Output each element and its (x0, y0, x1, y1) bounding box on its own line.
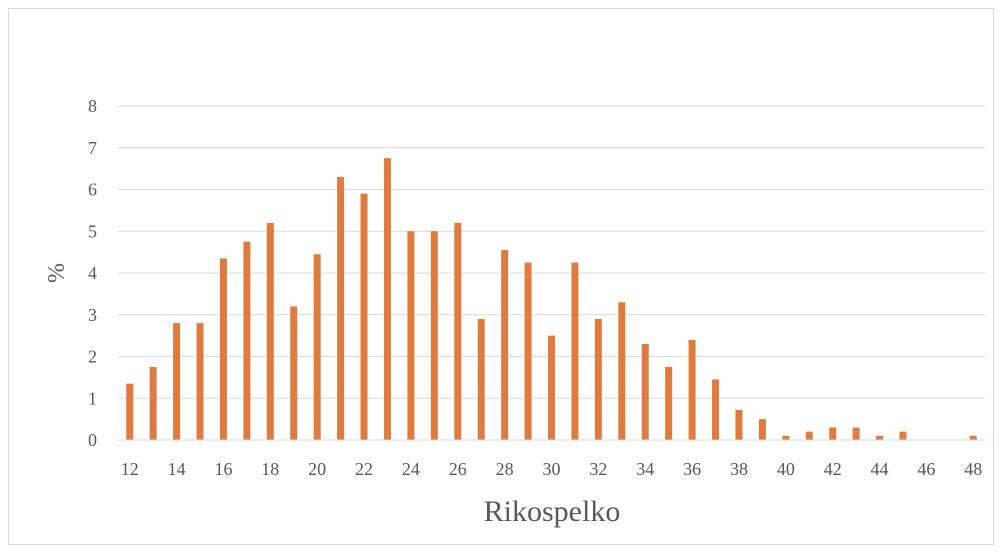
bar (501, 250, 508, 440)
x-tick-label: 42 (824, 459, 842, 479)
bar (220, 258, 227, 440)
x-axis-ticks: 12 14 16 18 20 22 24 26 28 30 32 34 36 38 40 42 44 46 48 (121, 459, 983, 479)
bar (478, 319, 485, 440)
bar (267, 223, 274, 440)
x-tick-label: 32 (589, 459, 607, 479)
bar (454, 223, 461, 440)
bar (712, 379, 719, 440)
y-tick-label: 8 (88, 96, 97, 116)
y-tick-label: 2 (88, 347, 97, 367)
bar (735, 410, 742, 440)
bar (337, 177, 344, 440)
y-tick-label: 1 (88, 388, 97, 408)
x-tick-label: 18 (261, 459, 279, 479)
bar (970, 436, 977, 440)
x-tick-label: 24 (402, 459, 420, 479)
x-tick-label: 14 (168, 459, 186, 479)
y-tick-label: 6 (88, 180, 97, 200)
bar (126, 384, 133, 440)
y-tick-label: 5 (88, 221, 97, 241)
x-tick-label: 20 (308, 459, 326, 479)
bars (126, 158, 977, 440)
bar (782, 436, 789, 440)
x-tick-label: 44 (871, 459, 889, 479)
x-tick-label: 26 (449, 459, 467, 479)
bar (595, 319, 602, 440)
bar (665, 367, 672, 440)
x-tick-label: 16 (214, 459, 232, 479)
x-tick-label: 22 (355, 459, 373, 479)
bar (853, 427, 860, 440)
bar (548, 336, 555, 440)
bar (384, 158, 391, 440)
bar (689, 340, 696, 440)
bar (173, 323, 180, 440)
bar (243, 242, 250, 440)
bar (876, 436, 883, 440)
x-tick-label: 34 (636, 459, 654, 479)
bar (806, 432, 813, 440)
x-tick-label: 36 (683, 459, 701, 479)
y-tick-label: 7 (88, 138, 97, 158)
y-tick-label: 4 (88, 263, 97, 283)
bar (407, 231, 414, 440)
bar (150, 367, 157, 440)
y-tick-label: 3 (88, 305, 97, 325)
x-tick-label: 46 (917, 459, 935, 479)
bar (290, 306, 297, 440)
y-tick-label: 0 (88, 430, 97, 450)
x-axis-label: Rikospelko (484, 495, 621, 528)
x-tick-label: 28 (496, 459, 514, 479)
bar (618, 302, 625, 440)
bar (314, 254, 321, 440)
bar (899, 432, 906, 440)
y-axis-ticks: 0 1 2 3 4 5 6 7 8 (88, 96, 97, 450)
x-tick-label: 40 (777, 459, 795, 479)
x-tick-label: 38 (730, 459, 748, 479)
bar (525, 263, 532, 440)
y-axis-label: % (44, 263, 70, 283)
bar (642, 344, 649, 440)
x-tick-label: 30 (543, 459, 561, 479)
bar (571, 263, 578, 440)
bar (829, 427, 836, 440)
bar (759, 419, 766, 440)
bar (361, 194, 368, 440)
bar (197, 323, 204, 440)
x-tick-label: 48 (964, 459, 982, 479)
x-tick-label: 12 (121, 459, 139, 479)
bar (431, 231, 438, 440)
